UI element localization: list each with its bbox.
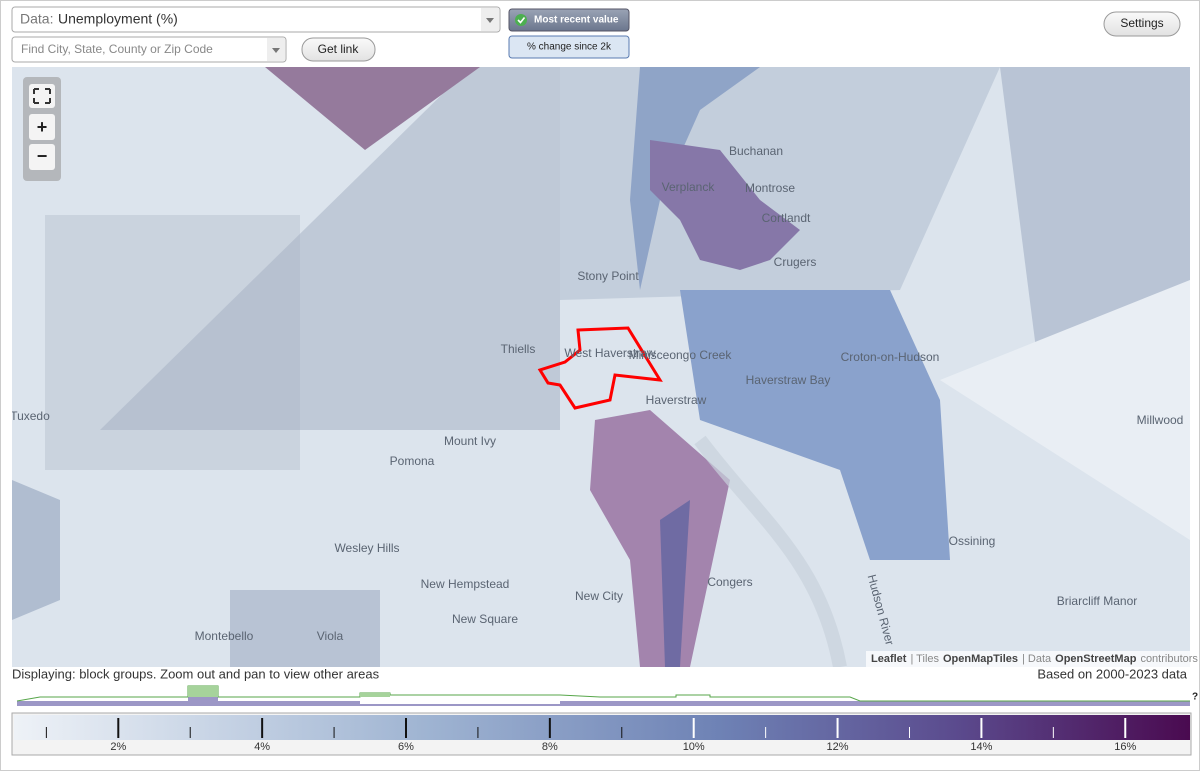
change-toggle[interactable]: % change since 2k — [508, 35, 630, 59]
histogram — [16, 685, 1190, 706]
legend-scale — [14, 715, 1190, 740]
data-label: Data: — [20, 11, 53, 27]
settings-button[interactable]: Settings — [1103, 11, 1181, 37]
data-value: Unemployment (%) — [58, 11, 178, 27]
help[interactable]: ? — [1192, 692, 1198, 703]
attribution-part: | Tiles — [910, 653, 939, 665]
place-label: Tuxedo — [10, 409, 50, 423]
place-label: Buchanan — [729, 144, 783, 158]
place-label: Haverstraw — [646, 393, 707, 407]
zoom-in-button[interactable] — [29, 114, 55, 140]
search-placeholder: Find City, State, County or Zip Code — [21, 42, 213, 56]
attribution: Leaflet | Tiles OpenMapTiles | Data OpenStre… — [871, 653, 1198, 665]
zoom-out-text: − — [37, 146, 48, 166]
place-label: New Hempstead — [421, 577, 510, 591]
place-label: West Haverstraw — [564, 346, 655, 360]
displaying-text: Displaying: block groups. Zoom out and p… — [12, 666, 380, 681]
legend-tick-label: 6% — [398, 741, 414, 753]
river — [694, 435, 847, 667]
region — [940, 280, 1190, 540]
legend: 2% 4% 6% 8% 10% 12% 14% 16% — [45, 718, 1136, 753]
data-select[interactable]: Data: Unemployment (%) — [11, 6, 501, 33]
region — [100, 67, 560, 430]
place-label: Millwood — [1137, 413, 1184, 427]
place-label: Ossining — [949, 534, 996, 548]
get-link-button[interactable]: Get link — [301, 37, 376, 62]
legend-tick-label: 2% — [110, 741, 126, 753]
place-label: Montebello — [195, 629, 254, 643]
place-label: Congers — [707, 575, 752, 589]
place-label: Pomona — [390, 454, 435, 468]
place-label: New Square — [452, 612, 518, 626]
place-labels: Buchanan Verplanck Montrose Cortlandt Cruger… — [10, 144, 1184, 647]
place-label: Verplanck — [662, 180, 716, 194]
place-label: New City — [575, 589, 623, 603]
legend-tick-label: 12% — [827, 741, 849, 753]
zoom-in-text: + — [37, 117, 48, 137]
most-recent-text: Most recent value — [534, 15, 619, 26]
legend-tick-label: 4% — [254, 741, 270, 753]
place-label: Wesley Hills — [334, 541, 399, 555]
place-label: Viola — [317, 629, 344, 643]
attribution-part: contributors — [1140, 653, 1198, 665]
legend-tick-label: 14% — [970, 741, 992, 753]
attribution-bg — [866, 651, 1190, 667]
legend-tick-label: 16% — [1114, 741, 1136, 753]
attribution-part: OpenMapTiles — [943, 653, 1018, 665]
attribution-part: | Data — [1022, 653, 1052, 665]
based-on-text: Based on 2000-2023 data — [1037, 666, 1187, 681]
settings-text: Settings — [1120, 16, 1163, 30]
zoom-control: + − — [23, 77, 61, 181]
region — [265, 67, 480, 150]
zoom-out-button[interactable] — [29, 144, 55, 170]
place-label: Haverstraw Bay — [746, 373, 831, 387]
place-label: Minisceongo Creek — [629, 348, 733, 362]
place-label: Croton-on-Hudson — [841, 350, 940, 364]
attribution-part: Leaflet — [871, 653, 907, 665]
selected-area — [537, 326, 663, 410]
map[interactable]: Buchanan Verplanck Montrose Cortlandt Cruger… — [10, 67, 1198, 667]
change-text: % change since 2k — [527, 42, 612, 53]
place-label: Mount Ivy — [444, 434, 496, 448]
map-view[interactable]: Buchanan Verplanck Montrose Cortlandt Cruger… — [10, 67, 1190, 667]
fullscreen-button[interactable] — [29, 84, 55, 108]
attribution-part: OpenStreetMap — [1055, 653, 1137, 665]
place-label: Cortlandt — [762, 211, 811, 225]
region — [680, 290, 950, 560]
region — [650, 140, 800, 270]
place-label: Stony Point — [577, 269, 639, 283]
most-recent-toggle[interactable]: Most recent value — [508, 8, 630, 32]
region — [660, 500, 690, 667]
region — [12, 480, 60, 620]
region — [590, 410, 730, 667]
place-label: Montrose — [745, 181, 795, 195]
get-link-text: Get link — [318, 42, 360, 56]
region — [230, 590, 380, 667]
search-box[interactable]: Find City, State, County or Zip Code — [11, 36, 287, 63]
place-label: Thiells — [501, 342, 536, 356]
legend-tick-label: 10% — [683, 741, 705, 753]
region — [630, 67, 760, 290]
place-label: Briarcliff Manor — [1057, 594, 1137, 608]
legend-tick-label: 8% — [542, 741, 558, 753]
place-label: Crugers — [774, 255, 817, 269]
